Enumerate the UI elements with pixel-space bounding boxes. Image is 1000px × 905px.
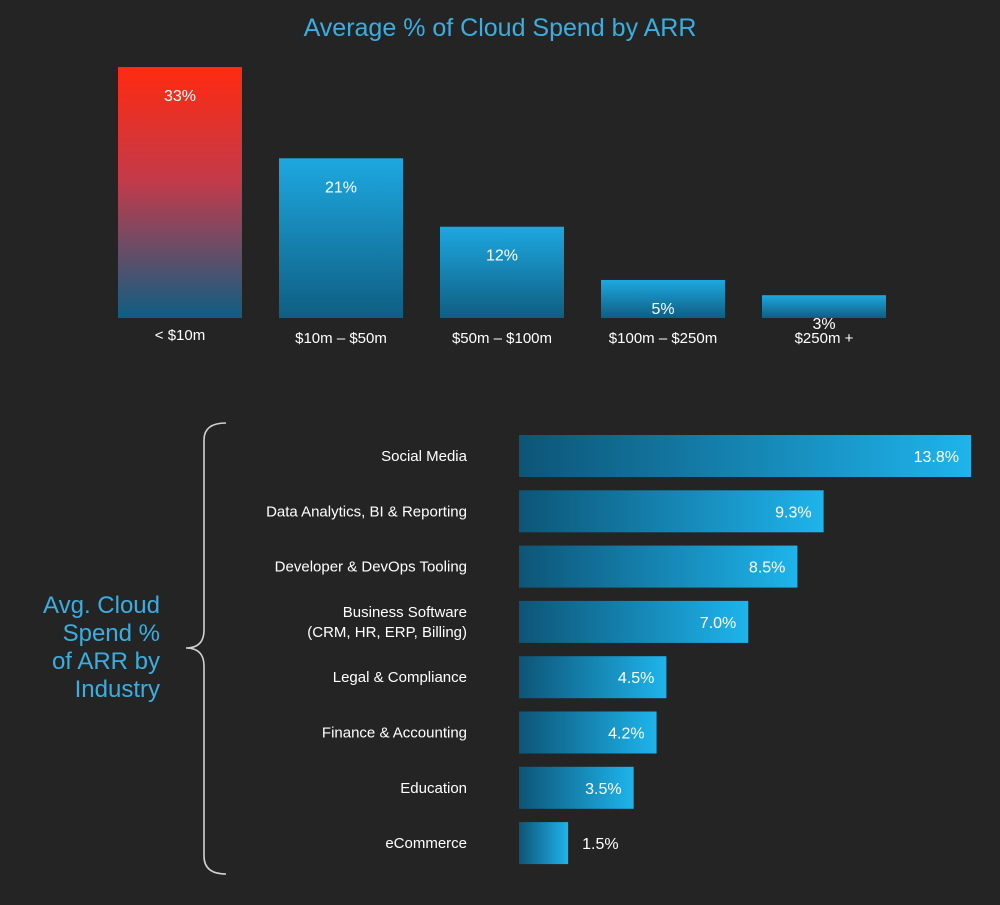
industry-category-label: eCommerce	[385, 835, 467, 852]
arr-bar	[601, 279, 725, 318]
arr-category-label: $100m – $250m	[609, 330, 717, 347]
arr-bar	[118, 67, 242, 318]
industry-value-label: 13.8%	[914, 449, 959, 466]
industry-bar	[519, 435, 971, 477]
arr-bar	[440, 226, 564, 318]
curly-brace	[185, 422, 227, 875]
industry-title-line: of ARR by	[51, 648, 160, 675]
arr-bar-value-label: 21%	[325, 179, 357, 196]
industry-bar	[519, 766, 634, 809]
arr-bar-value-label: 5%	[651, 301, 674, 318]
arr-category-label: $250m +	[795, 330, 854, 347]
industry-value-label: 4.2%	[608, 726, 644, 743]
arr-category-label: $10m – $50m	[295, 330, 387, 347]
industry-value-label: 9.3%	[775, 504, 811, 521]
chart-title-arr: Average % of Cloud Spend by ARR	[303, 14, 697, 42]
arr-bar-value-label: 33%	[164, 88, 196, 105]
industry-category-label: Social Media	[381, 448, 468, 465]
industry-value-label: 4.5%	[618, 670, 654, 687]
industry-category-label: Developer & DevOps Tooling	[275, 559, 467, 576]
industry-title-line: Avg. Cloud	[43, 592, 160, 619]
industry-value-label: 8.5%	[749, 560, 785, 577]
industry-category-label: Data Analytics, BI & Reporting	[266, 503, 467, 520]
arr-bar	[279, 158, 403, 318]
arr-category-label: $50m – $100m	[452, 330, 552, 347]
arr-bar-chart: 33% < $10m 21% $10m – $50m 12% $50m – $100m 5%…	[118, 67, 886, 347]
industry-title-line: Spend %	[62, 620, 160, 647]
industry-value-label: 3.5%	[585, 781, 621, 798]
industry-bar	[519, 711, 657, 754]
industry-bar	[519, 822, 569, 865]
industry-category-label: Business Software (CRM, HR, ERP, Billing)	[307, 604, 467, 641]
industry-bar	[519, 490, 824, 533]
industry-value-label: 7.0%	[700, 615, 736, 632]
arr-category-label: < $10m	[155, 327, 205, 344]
industry-bar	[519, 545, 798, 588]
arr-bar	[762, 295, 886, 318]
arr-bar-value-label: 12%	[486, 248, 518, 265]
arr-bar-value-label: 3%	[812, 316, 835, 333]
industry-category-label: Legal & Compliance	[333, 669, 467, 686]
chart-title-industry: Avg. Cloud Spend % of ARR by Industry	[10, 592, 160, 704]
industry-bar	[519, 600, 749, 643]
industry-category-label: Education	[400, 780, 467, 797]
industry-title-line: Industry	[74, 676, 160, 703]
industry-category-label: Finance & Accounting	[322, 725, 467, 742]
industry-bar	[519, 656, 667, 699]
industry-value-label: 1.5%	[582, 836, 618, 853]
